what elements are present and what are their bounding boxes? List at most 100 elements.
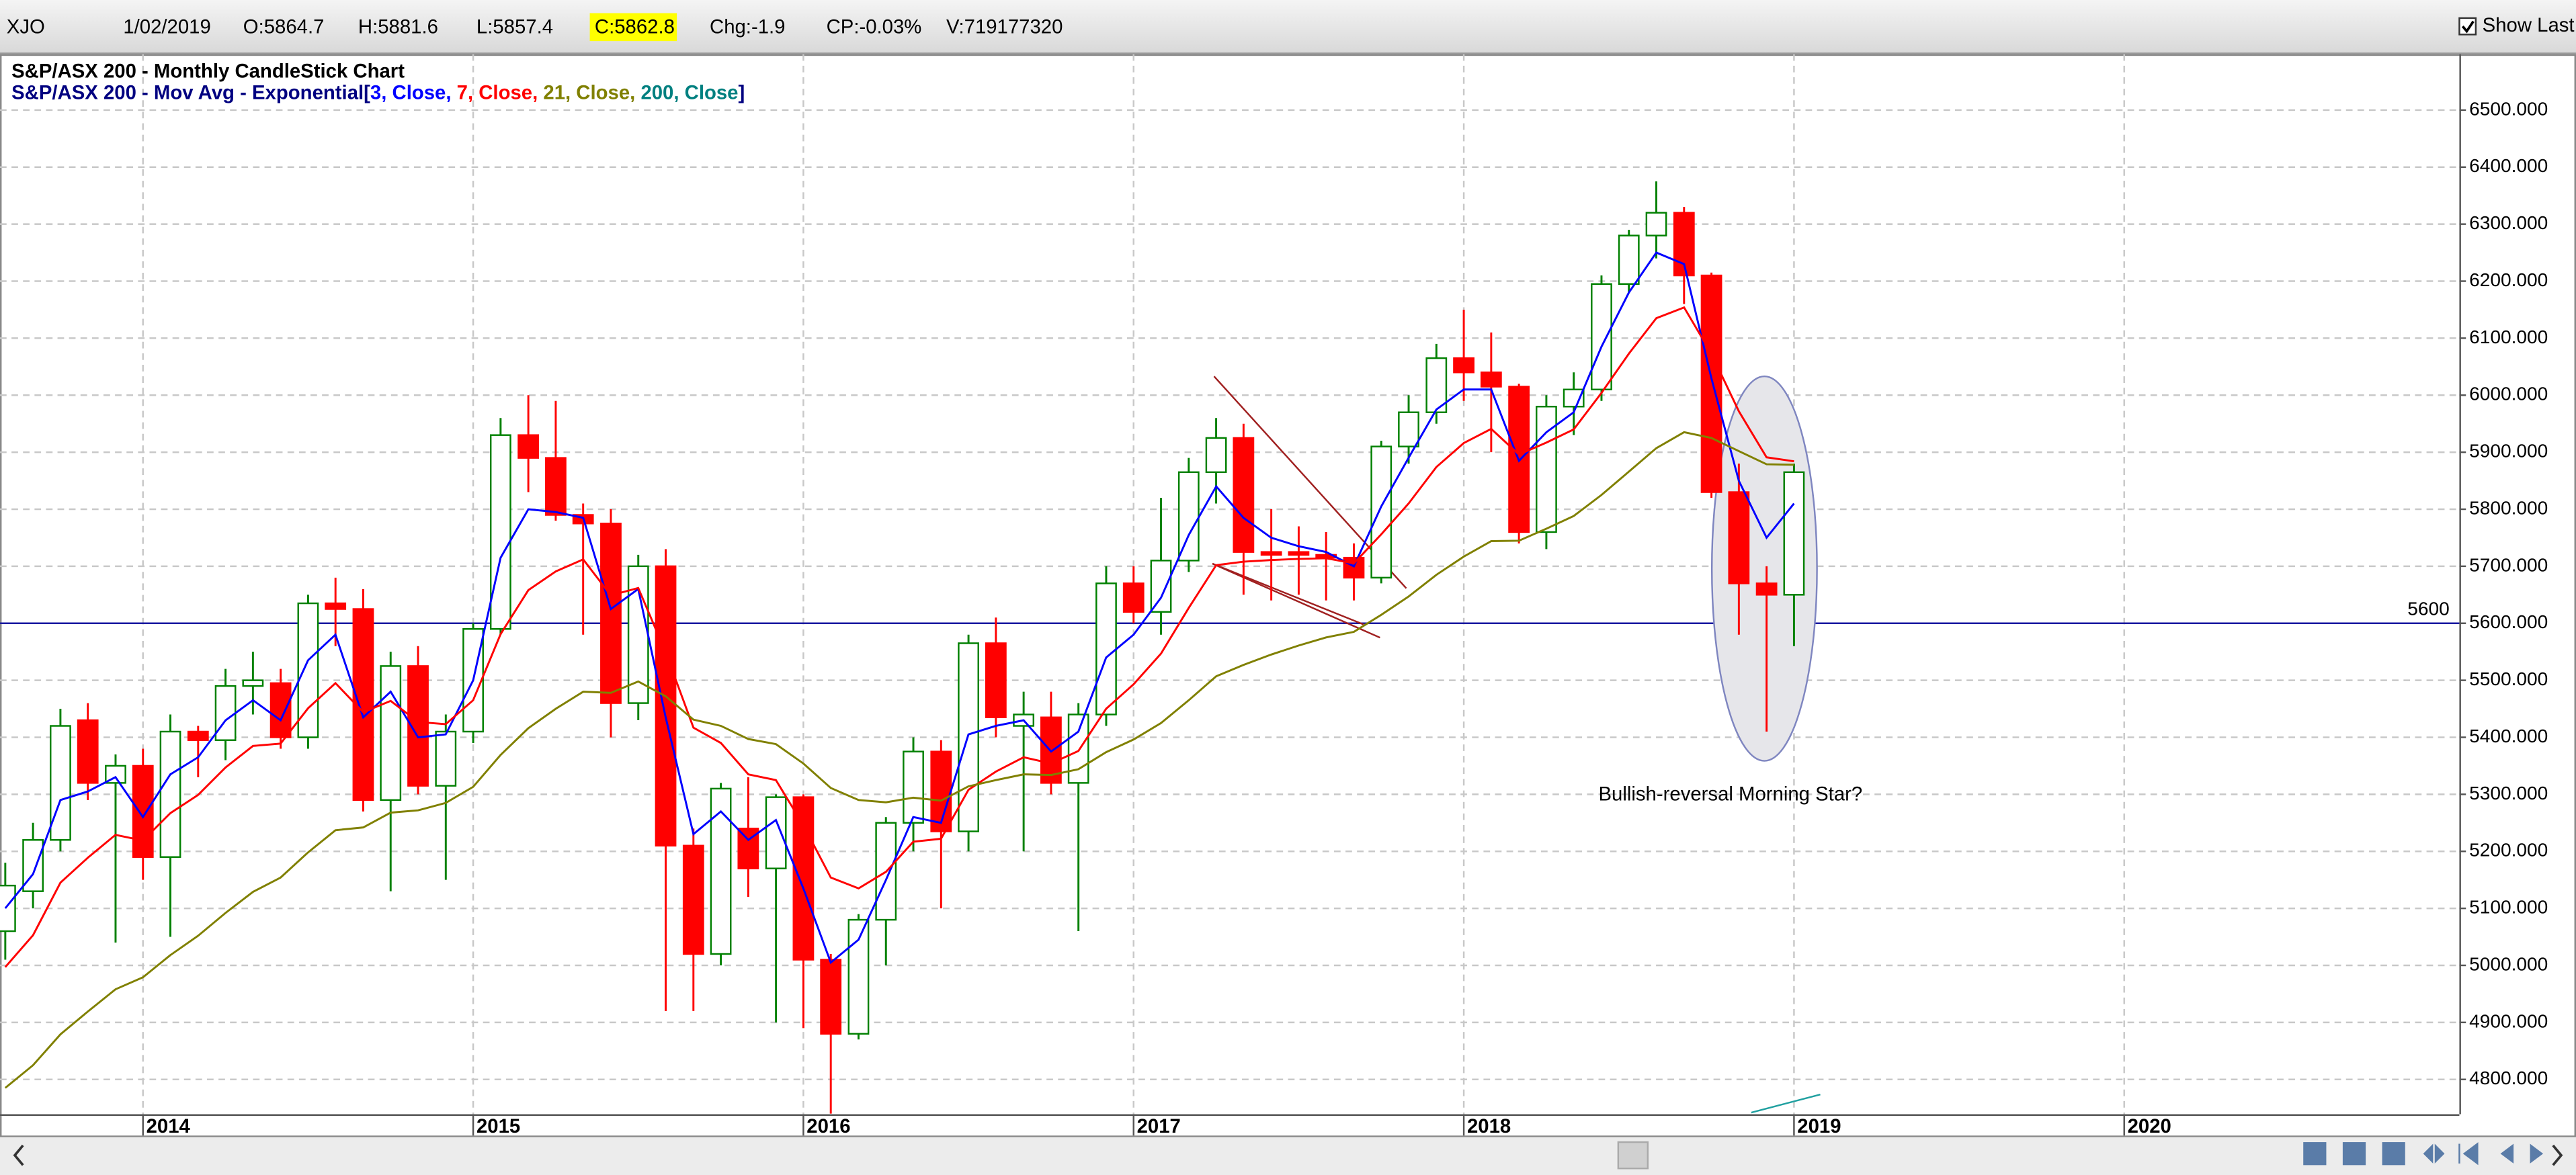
- candle-body: [517, 434, 540, 459]
- date: 1/02/2019: [123, 15, 210, 38]
- candle-body: [489, 434, 511, 630]
- ma-line: [4, 431, 1794, 1089]
- candle-body: [765, 796, 787, 869]
- low: L:5857.4: [476, 15, 553, 38]
- annotation: Bullish-reversal Morning Star?: [1599, 783, 1863, 806]
- scroll-left[interactable]: [13, 1144, 24, 1166]
- toolbar: [2303, 1142, 2544, 1166]
- tool-button[interactable]: [2530, 1143, 2544, 1164]
- y-tick-label: 6300.000: [2469, 212, 2548, 233]
- candle-body: [242, 679, 264, 687]
- legend-entry: 200, Close: [640, 81, 738, 103]
- candle-body: [1755, 582, 1778, 596]
- close: C:5862.8: [595, 15, 675, 38]
- legend: S&P/ASX 200 - Mov Avg - Exponential[3, C…: [11, 81, 745, 103]
- candle-body: [1398, 411, 1419, 447]
- candle-body: [435, 730, 457, 787]
- candle-body: [325, 602, 347, 610]
- x-tick-label: 2016: [806, 1115, 850, 1137]
- y-tick-label: 6100.000: [2469, 327, 2548, 347]
- y-tick-label: 4900.000: [2469, 1010, 2548, 1031]
- symbol: XJO: [7, 15, 45, 38]
- checkmark: [2461, 20, 2475, 34]
- candle-body: [50, 725, 71, 841]
- candle-body: [930, 750, 952, 832]
- candle-body: [1425, 357, 1448, 413]
- background-layer: [0, 54, 2460, 1115]
- legend-separator: ,: [532, 81, 543, 103]
- candle-body: [545, 457, 567, 516]
- candle-body: [792, 796, 815, 961]
- candle-body: [1150, 560, 1172, 613]
- reference-label: 5600: [2407, 599, 2450, 619]
- y-tick-label: 5300.000: [2469, 783, 2548, 803]
- close-highlight: [589, 13, 677, 42]
- candle-body: [1453, 357, 1474, 374]
- trend-line: [1751, 1093, 1821, 1114]
- candle-body: [132, 765, 154, 858]
- scroll-right[interactable]: [2552, 1144, 2563, 1166]
- y-tick-label: 5200.000: [2469, 840, 2548, 861]
- x-tick-label: 2019: [1797, 1115, 1841, 1137]
- ma-line: [4, 251, 1795, 965]
- scroll-thumb[interactable]: [1617, 1141, 1649, 1170]
- candle-body: [1480, 372, 1502, 388]
- candle-body: [847, 918, 870, 1035]
- x-tick-label: 2017: [1137, 1115, 1181, 1137]
- legend-separator: ,: [446, 81, 456, 103]
- high: H:5881.6: [358, 15, 438, 38]
- volume: V:719177320: [946, 15, 1063, 38]
- candle-body: [820, 959, 842, 1035]
- candle-body: [214, 685, 237, 741]
- candle-body: [903, 750, 924, 824]
- subtitle: S&P/ASX 200 - Mov Avg - Exponential: [11, 81, 364, 103]
- candle-body: [600, 522, 622, 704]
- candle-body: [1370, 445, 1393, 579]
- tool-button[interactable]: [2500, 1143, 2514, 1164]
- trend-line: [1212, 562, 1364, 625]
- candle-body: [985, 642, 1007, 719]
- header-bar: [0, 0, 2576, 54]
- tool-button[interactable]: [2382, 1142, 2405, 1166]
- candle-body: [1288, 551, 1310, 556]
- x-tick-label: 2015: [476, 1115, 520, 1137]
- candle-body: [1177, 471, 1200, 562]
- show-last-label[interactable]: Show Last: [2483, 14, 2575, 36]
- candle-body: [1205, 437, 1227, 474]
- candle-body: [1700, 274, 1722, 493]
- candle-body: [1728, 491, 1750, 584]
- candle-body: [269, 682, 292, 738]
- candle-body: [187, 730, 209, 741]
- legend-bracket: ]: [739, 81, 745, 103]
- x-tick-label: 2014: [147, 1115, 191, 1137]
- candle-body: [1508, 386, 1530, 533]
- tool-button[interactable]: [2303, 1142, 2327, 1166]
- candle-body: [1563, 388, 1585, 408]
- tool-button[interactable]: [2342, 1142, 2366, 1166]
- candle-body: [1122, 582, 1145, 613]
- candle-body: [682, 844, 704, 955]
- legend-entry: 3, Close: [370, 81, 446, 103]
- y-tick-label: 6400.000: [2469, 155, 2548, 176]
- candle-body: [1536, 406, 1557, 533]
- tool-button[interactable]: [2423, 1143, 2445, 1164]
- candle-body: [710, 787, 732, 955]
- y-tick-label: 4800.000: [2469, 1068, 2548, 1088]
- scrollbar[interactable]: [0, 1137, 2576, 1175]
- candle-body: [1233, 437, 1255, 553]
- y-tick-label: 5600.000: [2469, 611, 2548, 632]
- candle-body: [1095, 582, 1117, 715]
- trend-line: [1212, 562, 1380, 639]
- y-tick-label: 6200.000: [2469, 269, 2548, 290]
- candle-body: [655, 565, 677, 846]
- y-tick-label: 5100.000: [2469, 897, 2548, 918]
- x-tick-label: 2020: [2128, 1115, 2171, 1137]
- y-tick-label: 5400.000: [2469, 726, 2548, 746]
- candle-body: [1067, 713, 1089, 784]
- change: Chg:-1.9: [710, 15, 785, 38]
- candle-body: [159, 730, 181, 858]
- candle-body: [297, 602, 319, 738]
- tool-button[interactable]: [2458, 1142, 2479, 1166]
- candle-body: [1645, 212, 1667, 236]
